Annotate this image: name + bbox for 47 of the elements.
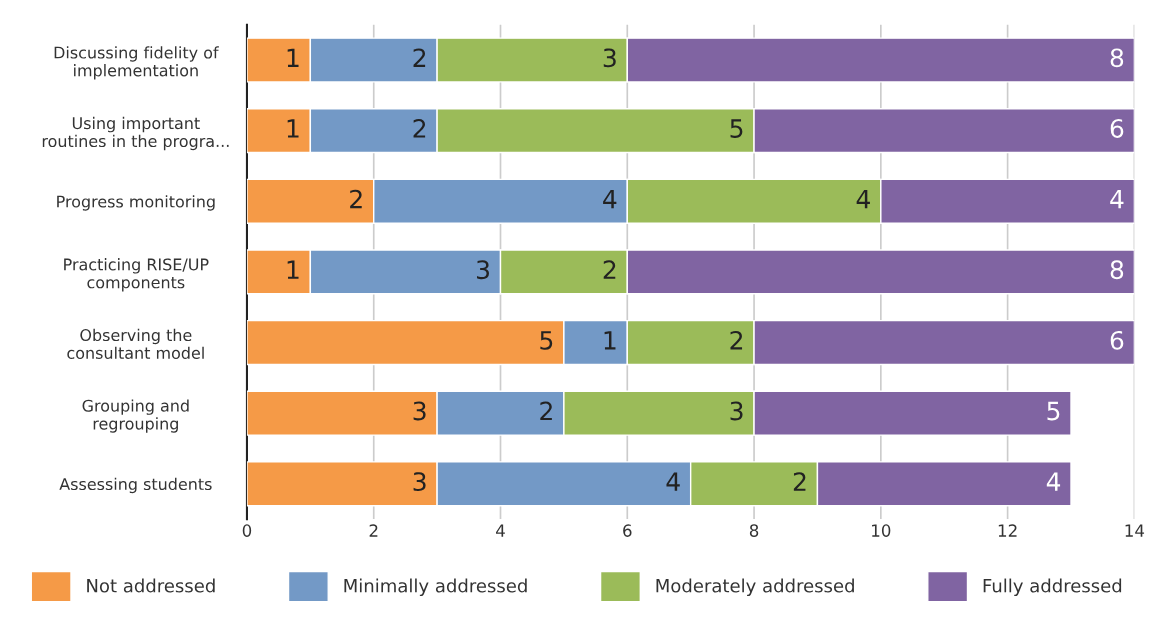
data-label: 2 (540, 401, 552, 421)
x-tick-label: 0 (242, 524, 252, 537)
data-label: 1 (604, 331, 616, 350)
data-label: 2 (350, 189, 362, 209)
x-tick-label: 10 (872, 524, 891, 537)
legend-label: Not addressed (87, 578, 215, 593)
y-tick-label: Discussing fidelity of implementation (54, 46, 219, 80)
x-tick-label: 8 (749, 524, 759, 537)
data-label: 8 (1110, 260, 1124, 280)
y-tick-label: Assessing students (59, 477, 212, 494)
y-tick-label: Grouping and regrouping (82, 399, 189, 433)
data-label: 3 (730, 401, 743, 421)
x-tick-label: 6 (623, 524, 632, 537)
data-label: 5 (1047, 401, 1060, 421)
data-label: 5 (730, 119, 743, 138)
data-label: 5 (540, 331, 553, 350)
data-label: 3 (477, 260, 489, 280)
legend-label: Moderately addressed (656, 578, 854, 597)
data-label: 6 (1110, 119, 1124, 138)
y-tick-label: Using important routines in the progra... (42, 116, 229, 151)
data-label: 2 (413, 48, 426, 67)
y-tick-label: Practicing RISE/UP components (64, 258, 209, 292)
data-label: 3 (413, 401, 426, 421)
y-tick-label: Observing the consultant model (67, 328, 204, 359)
data-label: 1 (287, 119, 299, 138)
x-tick-label: 14 (1125, 524, 1145, 537)
data-label: 4 (666, 472, 680, 491)
data-label: 4 (856, 189, 870, 209)
data-label: 3 (603, 48, 616, 68)
x-tick-label: 4 (496, 524, 505, 537)
data-label: 4 (1110, 189, 1124, 209)
x-tick-label: 2 (369, 524, 378, 537)
data-label: 1 (287, 260, 299, 279)
legend-label: Fully addressed (983, 578, 1122, 597)
data-label: 8 (1110, 48, 1124, 68)
data-label: 4 (603, 189, 617, 209)
data-label: 2 (793, 472, 806, 491)
y-tick-label: Progress monitoring (57, 195, 215, 211)
data-label: 2 (730, 330, 743, 350)
data-label: 6 (1110, 330, 1124, 350)
data-label: 4 (1046, 472, 1061, 491)
data-label: 2 (413, 119, 426, 138)
data-label: 3 (413, 472, 426, 492)
x-tick-label: 12 (998, 524, 1017, 537)
data-label: 2 (603, 260, 616, 279)
legend-label: Minimally addressed (344, 578, 527, 597)
data-label: 1 (287, 48, 299, 67)
